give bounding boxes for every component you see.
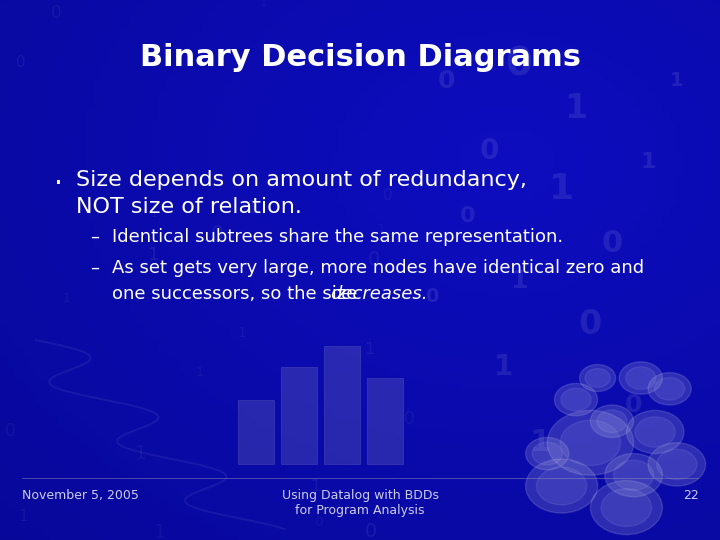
Text: 0: 0 — [211, 225, 224, 245]
Circle shape — [526, 459, 598, 513]
Circle shape — [585, 368, 611, 388]
Text: 1: 1 — [510, 269, 527, 293]
Text: 0: 0 — [404, 410, 415, 428]
Text: 1: 1 — [18, 509, 28, 524]
Circle shape — [580, 364, 616, 391]
Text: 1: 1 — [148, 246, 160, 264]
Text: Binary Decision Diagrams: Binary Decision Diagrams — [140, 43, 580, 72]
Text: November 5, 2005: November 5, 2005 — [22, 489, 138, 502]
Text: 0: 0 — [460, 206, 476, 226]
Text: 1: 1 — [238, 326, 247, 340]
Circle shape — [654, 377, 685, 400]
Text: ·: · — [54, 170, 63, 198]
Text: 0: 0 — [505, 46, 532, 84]
Text: 1: 1 — [310, 478, 320, 494]
Text: 0: 0 — [438, 69, 455, 93]
Circle shape — [613, 460, 654, 490]
Circle shape — [561, 388, 591, 411]
Text: 0: 0 — [426, 287, 438, 307]
Text: 0: 0 — [314, 515, 323, 529]
Text: 0: 0 — [368, 249, 379, 269]
Text: Size depends on amount of redundancy,: Size depends on amount of redundancy, — [76, 170, 526, 190]
Text: –: – — [90, 259, 99, 277]
Text: 1: 1 — [670, 71, 683, 91]
Text: 1: 1 — [195, 366, 204, 380]
Circle shape — [590, 481, 662, 535]
Circle shape — [601, 489, 652, 526]
Text: 1: 1 — [135, 444, 147, 463]
Circle shape — [657, 449, 697, 480]
Text: 0: 0 — [480, 137, 499, 165]
Text: 0: 0 — [383, 188, 392, 203]
Text: 0: 0 — [579, 307, 602, 341]
Text: As set gets very large, more nodes have identical zero and: As set gets very large, more nodes have … — [112, 259, 644, 277]
Text: 1: 1 — [260, 0, 268, 9]
Text: 1: 1 — [549, 172, 574, 206]
Text: 22: 22 — [683, 489, 698, 502]
Circle shape — [590, 405, 634, 437]
Text: 0: 0 — [5, 422, 16, 440]
Circle shape — [635, 417, 675, 447]
FancyBboxPatch shape — [367, 378, 403, 464]
Circle shape — [626, 410, 684, 454]
Circle shape — [547, 410, 634, 475]
Text: 1: 1 — [564, 91, 588, 125]
Text: –: – — [90, 228, 99, 246]
Text: 1: 1 — [377, 224, 384, 234]
Text: decreases.: decreases. — [330, 285, 428, 302]
Circle shape — [560, 420, 621, 465]
Text: 1: 1 — [246, 199, 257, 217]
Text: 1: 1 — [364, 342, 375, 357]
Text: 0: 0 — [601, 228, 623, 258]
FancyBboxPatch shape — [238, 400, 274, 464]
FancyBboxPatch shape — [281, 367, 317, 464]
Circle shape — [648, 443, 706, 486]
Text: 1: 1 — [154, 523, 166, 540]
Circle shape — [532, 442, 562, 465]
Text: 0: 0 — [51, 4, 62, 22]
Text: 1: 1 — [151, 209, 158, 219]
Text: 0: 0 — [365, 174, 372, 184]
Circle shape — [526, 437, 569, 470]
Text: 1: 1 — [495, 353, 513, 381]
Circle shape — [605, 454, 662, 497]
Text: 0: 0 — [261, 42, 273, 59]
Circle shape — [626, 367, 656, 389]
FancyBboxPatch shape — [324, 346, 360, 464]
Text: Using Datalog with BDDs
for Program Analysis: Using Datalog with BDDs for Program Anal… — [282, 489, 438, 517]
Text: 0: 0 — [625, 393, 642, 417]
Circle shape — [648, 373, 691, 405]
Text: 1: 1 — [387, 232, 395, 245]
Circle shape — [619, 362, 662, 394]
Text: NOT size of relation.: NOT size of relation. — [76, 197, 302, 217]
Text: 1: 1 — [63, 292, 71, 305]
Text: one successors, so the size: one successors, so the size — [112, 285, 363, 302]
Text: 1: 1 — [640, 152, 656, 172]
Circle shape — [536, 467, 587, 505]
Text: 0: 0 — [16, 55, 25, 70]
Circle shape — [597, 410, 627, 433]
Text: 0: 0 — [365, 522, 377, 540]
Text: Identical subtrees share the same representation.: Identical subtrees share the same repres… — [112, 228, 563, 246]
Circle shape — [554, 383, 598, 416]
Text: 1: 1 — [529, 428, 551, 457]
